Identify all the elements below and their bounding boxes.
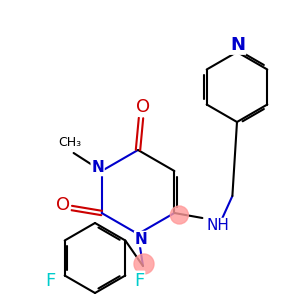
Circle shape bbox=[170, 206, 188, 224]
Text: N: N bbox=[135, 232, 147, 247]
Circle shape bbox=[134, 254, 154, 274]
Text: NH: NH bbox=[207, 218, 230, 233]
Text: O: O bbox=[56, 196, 70, 214]
Text: F: F bbox=[134, 272, 144, 290]
Text: N: N bbox=[91, 160, 104, 175]
Text: CH₃: CH₃ bbox=[58, 136, 81, 149]
Text: N: N bbox=[230, 36, 245, 54]
Text: F: F bbox=[46, 272, 56, 290]
Text: O: O bbox=[136, 98, 150, 116]
